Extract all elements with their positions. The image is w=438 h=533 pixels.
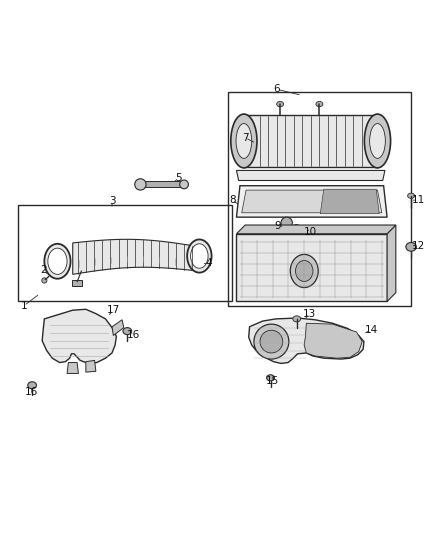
Text: 5: 5 [176, 173, 182, 183]
Ellipse shape [28, 382, 36, 389]
Ellipse shape [293, 316, 300, 322]
Ellipse shape [123, 328, 132, 335]
Text: 16: 16 [25, 387, 38, 397]
Ellipse shape [48, 248, 67, 274]
Text: 3: 3 [109, 196, 115, 206]
Ellipse shape [296, 261, 313, 281]
Text: 4: 4 [205, 259, 212, 269]
Ellipse shape [316, 101, 323, 107]
Polygon shape [237, 225, 396, 234]
Text: 11: 11 [411, 195, 425, 205]
Bar [18, 205, 232, 302]
Text: 14: 14 [364, 325, 378, 335]
Ellipse shape [135, 179, 146, 190]
Ellipse shape [42, 278, 47, 283]
Polygon shape [237, 171, 385, 181]
Polygon shape [112, 320, 124, 335]
Text: 17: 17 [107, 305, 120, 315]
Ellipse shape [44, 244, 71, 279]
Bar [228, 92, 411, 306]
Ellipse shape [191, 244, 208, 268]
Ellipse shape [364, 114, 391, 168]
Polygon shape [320, 189, 379, 214]
Polygon shape [67, 362, 78, 374]
Text: 10: 10 [304, 228, 317, 237]
Polygon shape [387, 225, 396, 302]
Text: 16: 16 [127, 330, 141, 341]
Text: 7: 7 [242, 133, 248, 143]
Polygon shape [73, 239, 197, 274]
Text: 2: 2 [40, 265, 47, 275]
Polygon shape [72, 280, 82, 286]
Ellipse shape [267, 375, 275, 381]
Polygon shape [242, 190, 382, 213]
Ellipse shape [236, 124, 252, 158]
Ellipse shape [406, 243, 417, 251]
Polygon shape [42, 309, 117, 364]
Ellipse shape [260, 330, 283, 353]
Polygon shape [249, 318, 364, 364]
Polygon shape [141, 181, 184, 188]
Ellipse shape [292, 224, 300, 231]
Text: 15: 15 [265, 376, 279, 386]
Polygon shape [304, 323, 362, 358]
Ellipse shape [408, 193, 415, 198]
Ellipse shape [254, 324, 289, 359]
Polygon shape [86, 360, 96, 372]
Ellipse shape [231, 114, 257, 168]
Text: 1: 1 [21, 301, 27, 311]
Text: 12: 12 [411, 240, 425, 251]
Ellipse shape [277, 101, 284, 107]
Ellipse shape [290, 254, 318, 288]
Ellipse shape [187, 239, 212, 272]
Text: 13: 13 [303, 309, 316, 319]
Ellipse shape [370, 124, 385, 158]
Text: 6: 6 [273, 84, 280, 94]
Polygon shape [237, 234, 387, 302]
Ellipse shape [281, 217, 292, 229]
Ellipse shape [180, 180, 188, 189]
Text: 8: 8 [229, 195, 235, 205]
Polygon shape [237, 185, 387, 217]
Polygon shape [243, 115, 378, 167]
Text: 9: 9 [275, 221, 281, 231]
